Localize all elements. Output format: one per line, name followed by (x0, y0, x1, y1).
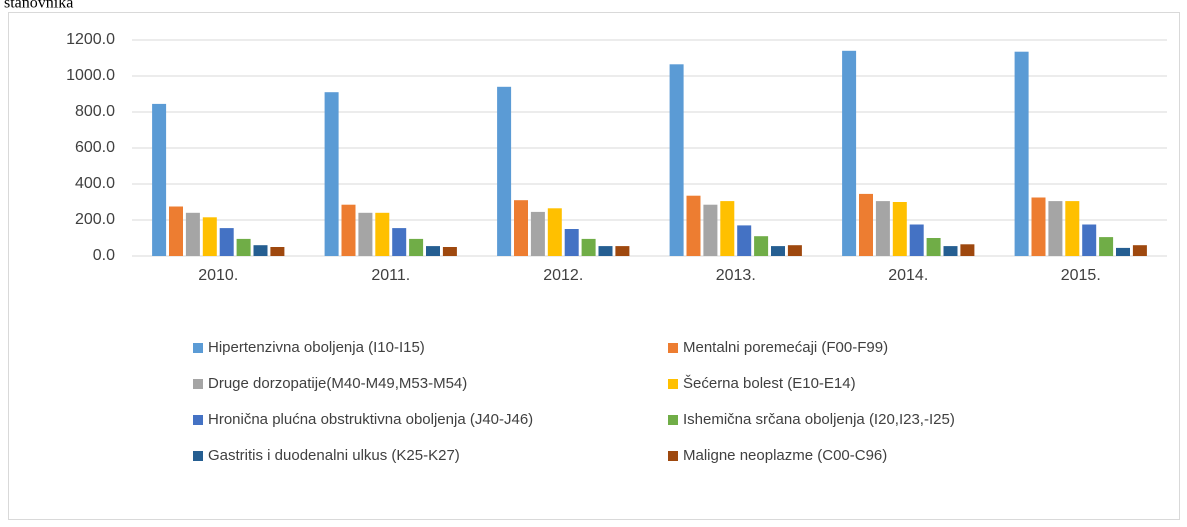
legend-swatch (193, 343, 203, 353)
y-tick-label: 800.0 (75, 103, 115, 120)
bar (442, 247, 457, 256)
bar (1048, 201, 1063, 256)
bar (426, 246, 440, 256)
bar (1116, 247, 1130, 256)
bar (514, 200, 528, 256)
legend-label: Druge dorzopatije(M40-M49,M53-M54) (208, 375, 467, 392)
bar (375, 212, 390, 256)
x-tick-label: 2010. (198, 267, 238, 284)
legend-swatch (193, 379, 203, 389)
bar (909, 224, 924, 256)
legend-swatch (668, 343, 678, 353)
legend-label: Šećerna bolest (E10-E14) (683, 375, 856, 392)
bar (270, 247, 285, 256)
bar (1082, 224, 1097, 256)
y-tick-label: 1000.0 (66, 67, 115, 84)
bar (771, 246, 785, 256)
x-tick-label: 2013. (716, 267, 756, 284)
bar (615, 246, 630, 256)
bar (926, 238, 941, 256)
bar (720, 201, 735, 256)
y-tick-label: 400.0 (75, 175, 115, 192)
y-tick-label: 200.0 (75, 211, 115, 228)
bar (1014, 51, 1029, 257)
chart-frame (8, 12, 1180, 520)
legend-label: Hronična plućna obstruktivna oboljenja (… (208, 411, 533, 428)
bar (547, 208, 562, 256)
bar (1031, 197, 1046, 256)
bar (842, 50, 857, 256)
bar (219, 228, 234, 256)
legend-label: Gastritis i duodenalni ulkus (K25-K27) (208, 447, 460, 464)
bar (185, 212, 200, 256)
legend-swatch (193, 451, 203, 461)
bar (341, 204, 356, 256)
x-tick-label: 2012. (543, 267, 583, 284)
bar (787, 245, 802, 256)
bar (169, 206, 183, 256)
bar (960, 244, 975, 256)
bar (236, 238, 251, 256)
x-tick-label: 2014. (888, 267, 928, 284)
bar (737, 225, 752, 256)
bar (581, 238, 596, 256)
legend-label: Ishemična srčana oboljenja (I20,I23,-I25… (683, 411, 955, 428)
x-tick-label: 2011. (371, 267, 410, 284)
bar (1132, 245, 1147, 256)
bar (703, 204, 718, 256)
bar (409, 238, 424, 256)
bar (202, 217, 217, 256)
legend-label: Mentalni poremećaji (F00-F99) (683, 339, 888, 356)
bar (530, 211, 545, 256)
bar (392, 228, 407, 256)
legend-swatch (668, 451, 678, 461)
bar (859, 193, 873, 256)
y-tick-label: 600.0 (75, 139, 115, 156)
bar (564, 229, 579, 256)
legend-swatch (193, 415, 203, 425)
bar (497, 86, 512, 256)
chart-title: stanovnika (4, 0, 73, 12)
legend-swatch (668, 379, 678, 389)
legend-label: Maligne neoplazme (C00-C96) (683, 447, 887, 464)
bar (152, 103, 167, 257)
bar (892, 202, 907, 256)
x-tick-label: 2015. (1061, 267, 1101, 284)
bar (686, 195, 701, 256)
bar (1065, 201, 1080, 256)
bar (1099, 237, 1114, 256)
y-tick-label: 0.0 (93, 247, 115, 264)
bar (943, 246, 958, 256)
bar (253, 245, 268, 256)
bar (598, 246, 613, 256)
y-tick-label: 1200.0 (66, 31, 115, 48)
bar (754, 236, 769, 256)
bar (875, 201, 890, 256)
legend-swatch (668, 415, 678, 425)
bar (358, 212, 373, 256)
bar (324, 92, 339, 256)
legend-label: Hipertenzivna oboljenja (I10-I15) (208, 339, 425, 356)
bar (669, 64, 684, 256)
